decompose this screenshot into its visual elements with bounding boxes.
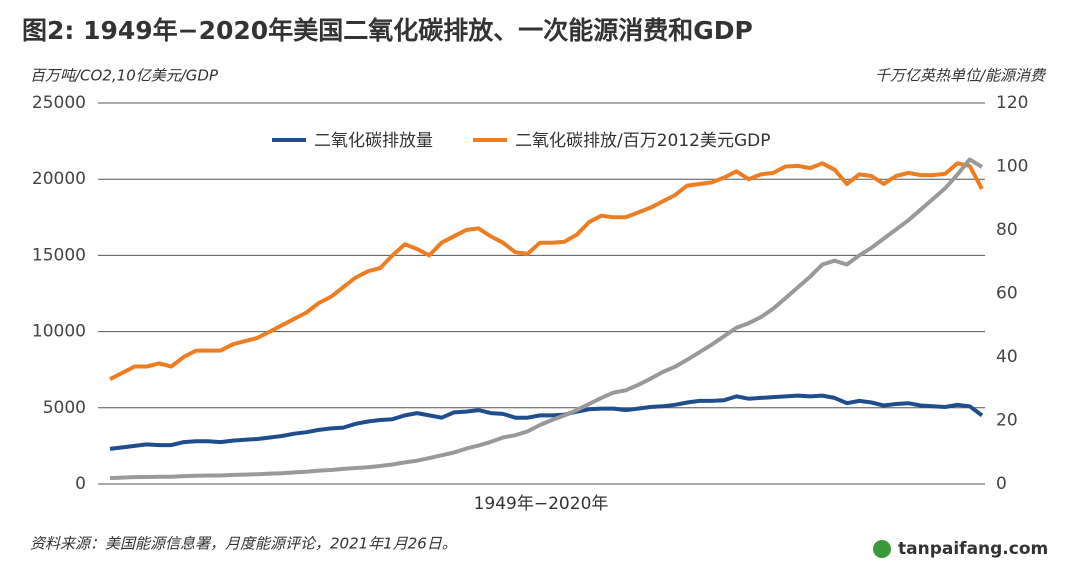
chart-title: 图2: 1949年−2020年美国二氧化碳排放、一次能源消费和GDP — [22, 16, 753, 45]
y-tick-label: 5000 — [43, 398, 86, 418]
y-tick-label: 10000 — [32, 322, 86, 342]
y2-tick-label: 80 — [996, 220, 1018, 240]
y2-axis-label: 千万亿英热单位/能源消费 — [875, 67, 1047, 85]
legend-label: 二氧化碳排放/百万2012美元GDP — [515, 131, 771, 151]
y-tick-label: 0 — [75, 474, 86, 494]
series-line — [109, 161, 984, 381]
logo: tanpaifang.com — [873, 539, 1048, 559]
y2-tick-label: 20 — [996, 411, 1018, 431]
y2-tick-label: 60 — [996, 284, 1018, 304]
legend-label: 二氧化碳排放量 — [314, 131, 433, 151]
y2-tick-label: 0 — [996, 474, 1007, 494]
y-tick-label: 20000 — [32, 169, 86, 189]
logo-text: tanpaifang.com — [898, 539, 1048, 559]
logo-icon — [873, 540, 891, 558]
source: 资料来源：美国能源信息署，月度能源评论，2021年1月26日。 — [30, 535, 457, 553]
y2-tick-label: 120 — [996, 93, 1028, 113]
y-axis-label: 百万吨/CO2,10亿美元/GDP — [30, 67, 219, 85]
series-line — [109, 393, 984, 451]
y-tick-label: 25000 — [32, 93, 86, 113]
y-tick-label: 15000 — [32, 245, 86, 265]
y2-tick-label: 100 — [996, 157, 1028, 177]
x-axis-label: 1949年−2020年 — [474, 494, 609, 514]
series-line — [109, 157, 984, 481]
y2-tick-label: 40 — [996, 347, 1018, 367]
